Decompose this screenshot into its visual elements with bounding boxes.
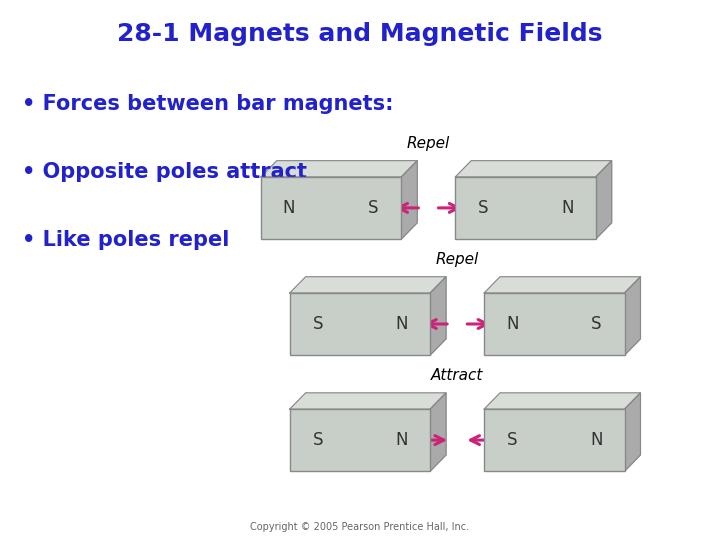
Text: N: N	[506, 315, 518, 333]
Text: Repel: Repel	[407, 136, 450, 151]
Text: • Opposite poles attract: • Opposite poles attract	[22, 162, 307, 182]
Polygon shape	[431, 393, 446, 471]
Polygon shape	[289, 393, 446, 409]
FancyBboxPatch shape	[289, 293, 431, 355]
Text: N: N	[396, 315, 408, 333]
Text: Attract: Attract	[431, 368, 483, 383]
Polygon shape	[624, 276, 641, 355]
Text: Copyright © 2005 Pearson Prentice Hall, Inc.: Copyright © 2005 Pearson Prentice Hall, …	[251, 522, 469, 532]
Text: N: N	[590, 431, 603, 449]
FancyBboxPatch shape	[289, 409, 431, 471]
FancyBboxPatch shape	[484, 409, 624, 471]
Text: 28-1 Magnets and Magnetic Fields: 28-1 Magnets and Magnetic Fields	[117, 22, 603, 45]
Polygon shape	[596, 160, 612, 239]
Text: N: N	[562, 199, 574, 217]
Text: • Like poles repel: • Like poles repel	[22, 230, 229, 249]
Text: S: S	[591, 315, 602, 333]
Text: S: S	[507, 431, 518, 449]
Polygon shape	[484, 393, 641, 409]
Polygon shape	[624, 393, 641, 471]
Polygon shape	[289, 276, 446, 293]
Text: N: N	[396, 431, 408, 449]
FancyBboxPatch shape	[484, 293, 624, 355]
Polygon shape	[484, 276, 641, 293]
Polygon shape	[431, 276, 446, 355]
Text: S: S	[312, 431, 323, 449]
Text: S: S	[368, 199, 379, 217]
Polygon shape	[402, 160, 418, 239]
Text: S: S	[478, 199, 489, 217]
Text: Repel: Repel	[436, 252, 479, 267]
Text: • Forces between bar magnets:: • Forces between bar magnets:	[22, 94, 393, 114]
Text: N: N	[283, 199, 295, 217]
FancyBboxPatch shape	[455, 177, 596, 239]
FancyBboxPatch shape	[261, 177, 402, 239]
Text: S: S	[312, 315, 323, 333]
Polygon shape	[455, 160, 612, 177]
Polygon shape	[261, 160, 418, 177]
